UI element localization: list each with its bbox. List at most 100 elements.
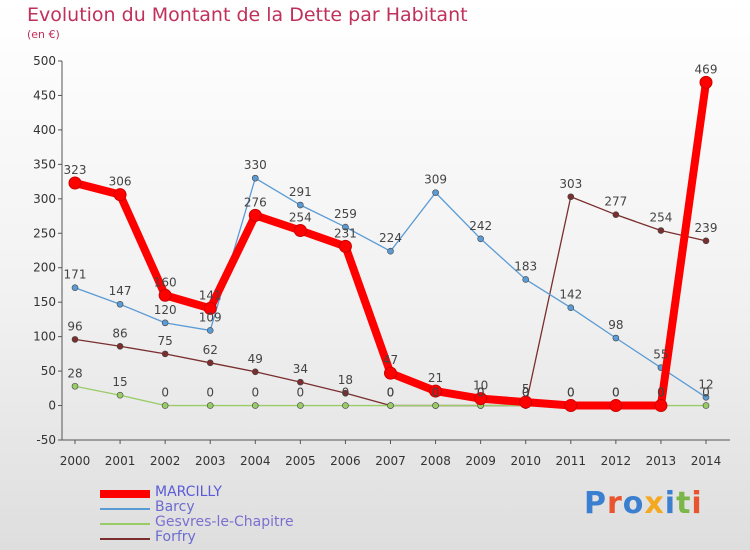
y-tick-label: -50 <box>36 433 56 447</box>
legend-label: Forfry <box>155 529 196 545</box>
data-label: 0 <box>477 386 485 400</box>
data-label: 109 <box>199 310 222 324</box>
data-label: 142 <box>559 288 582 302</box>
data-label: 276 <box>244 195 267 209</box>
data-label: 98 <box>608 318 623 332</box>
y-tick-label: 200 <box>33 261 56 275</box>
data-label: 28 <box>67 366 82 380</box>
x-tick-label: 2005 <box>285 454 316 468</box>
data-point <box>293 224 307 238</box>
data-label: 306 <box>109 175 132 189</box>
data-point <box>612 334 620 342</box>
data-label: 55 <box>653 348 668 362</box>
data-label: 10 <box>473 379 488 393</box>
data-point <box>564 399 578 413</box>
data-label: 291 <box>289 185 312 199</box>
data-label: 171 <box>64 268 87 282</box>
x-tick-label: 2001 <box>105 454 136 468</box>
data-label: 49 <box>248 352 263 366</box>
data-point <box>342 389 349 397</box>
y-tick-label: 500 <box>33 54 56 68</box>
x-tick-label: 2008 <box>420 454 451 468</box>
data-point <box>71 336 79 343</box>
y-tick-label: 250 <box>33 226 56 240</box>
data-point <box>251 402 259 409</box>
x-tick-label: 2014 <box>691 454 722 468</box>
data-point <box>251 174 259 182</box>
data-label: 309 <box>424 173 447 187</box>
data-label: 86 <box>112 326 127 340</box>
data-label: 0 <box>612 386 620 400</box>
logo-letter: P <box>584 486 607 521</box>
data-label: 0 <box>297 386 305 400</box>
data-label: 21 <box>428 371 443 385</box>
data-point <box>432 402 439 409</box>
x-tick-label: 2006 <box>330 454 361 468</box>
x-tick-label: 2002 <box>150 454 181 468</box>
chart-title: Evolution du Montant de la Dette par Hab… <box>27 4 468 26</box>
data-point <box>206 359 214 367</box>
y-tick-label: 400 <box>33 123 56 137</box>
data-point <box>384 366 397 380</box>
data-label: 5 <box>522 382 530 396</box>
y-tick-label: 350 <box>33 157 56 171</box>
data-point <box>161 402 169 409</box>
data-label: 0 <box>567 386 575 400</box>
data-point <box>387 247 394 255</box>
y-tick-label: 100 <box>33 330 56 344</box>
legend-swatch <box>100 523 150 525</box>
data-label: 0 <box>522 386 530 400</box>
x-tick-label: 2003 <box>195 454 226 468</box>
legend-swatch <box>100 538 150 540</box>
x-tick-label: 2012 <box>601 454 632 468</box>
data-label: 0 <box>567 386 575 400</box>
data-point <box>116 300 124 308</box>
data-label: 147 <box>109 284 132 298</box>
data-label: 239 <box>695 221 718 235</box>
data-label: 0 <box>432 386 440 400</box>
data-label: 62 <box>203 343 218 357</box>
data-label: 15 <box>112 375 127 389</box>
logo-letter: r <box>607 486 623 521</box>
data-label: 183 <box>514 259 537 273</box>
x-tick-label: 2009 <box>465 454 496 468</box>
x-tick-label: 2000 <box>60 454 91 468</box>
y-tick-label: 300 <box>33 192 56 206</box>
data-label: 469 <box>695 62 718 76</box>
data-label: 12 <box>698 377 713 391</box>
data-label: 18 <box>338 373 353 387</box>
data-point <box>657 227 665 234</box>
y-tick-label: 50 <box>41 364 56 378</box>
logo-letter: o <box>622 486 645 521</box>
data-point <box>206 327 214 334</box>
data-point <box>567 193 575 201</box>
legend-swatch <box>100 490 150 498</box>
data-point <box>342 402 349 409</box>
data-point <box>567 304 575 311</box>
data-label: 0 <box>477 386 485 400</box>
data-label: 303 <box>559 177 582 191</box>
data-label: 34 <box>293 362 308 376</box>
data-label: 141 <box>199 288 222 302</box>
data-label: 0 <box>522 386 530 400</box>
data-point <box>158 288 172 302</box>
data-point <box>338 239 352 253</box>
data-label: 0 <box>387 386 395 400</box>
data-point <box>297 378 304 386</box>
legend-label: Gesvres-le-Chapitre <box>155 514 294 530</box>
data-label: 0 <box>342 386 350 400</box>
y-tick-label: 0 <box>48 399 56 413</box>
y-tick-label: 150 <box>33 295 56 309</box>
data-label: 231 <box>334 226 357 240</box>
data-label: 47 <box>383 353 398 367</box>
data-point <box>297 402 304 409</box>
data-point <box>113 188 127 202</box>
data-point <box>702 393 710 401</box>
logo-letter: i <box>691 486 703 521</box>
x-tick-label: 2004 <box>240 454 271 468</box>
data-point <box>699 75 713 89</box>
data-point <box>654 399 668 413</box>
data-point <box>206 402 214 409</box>
